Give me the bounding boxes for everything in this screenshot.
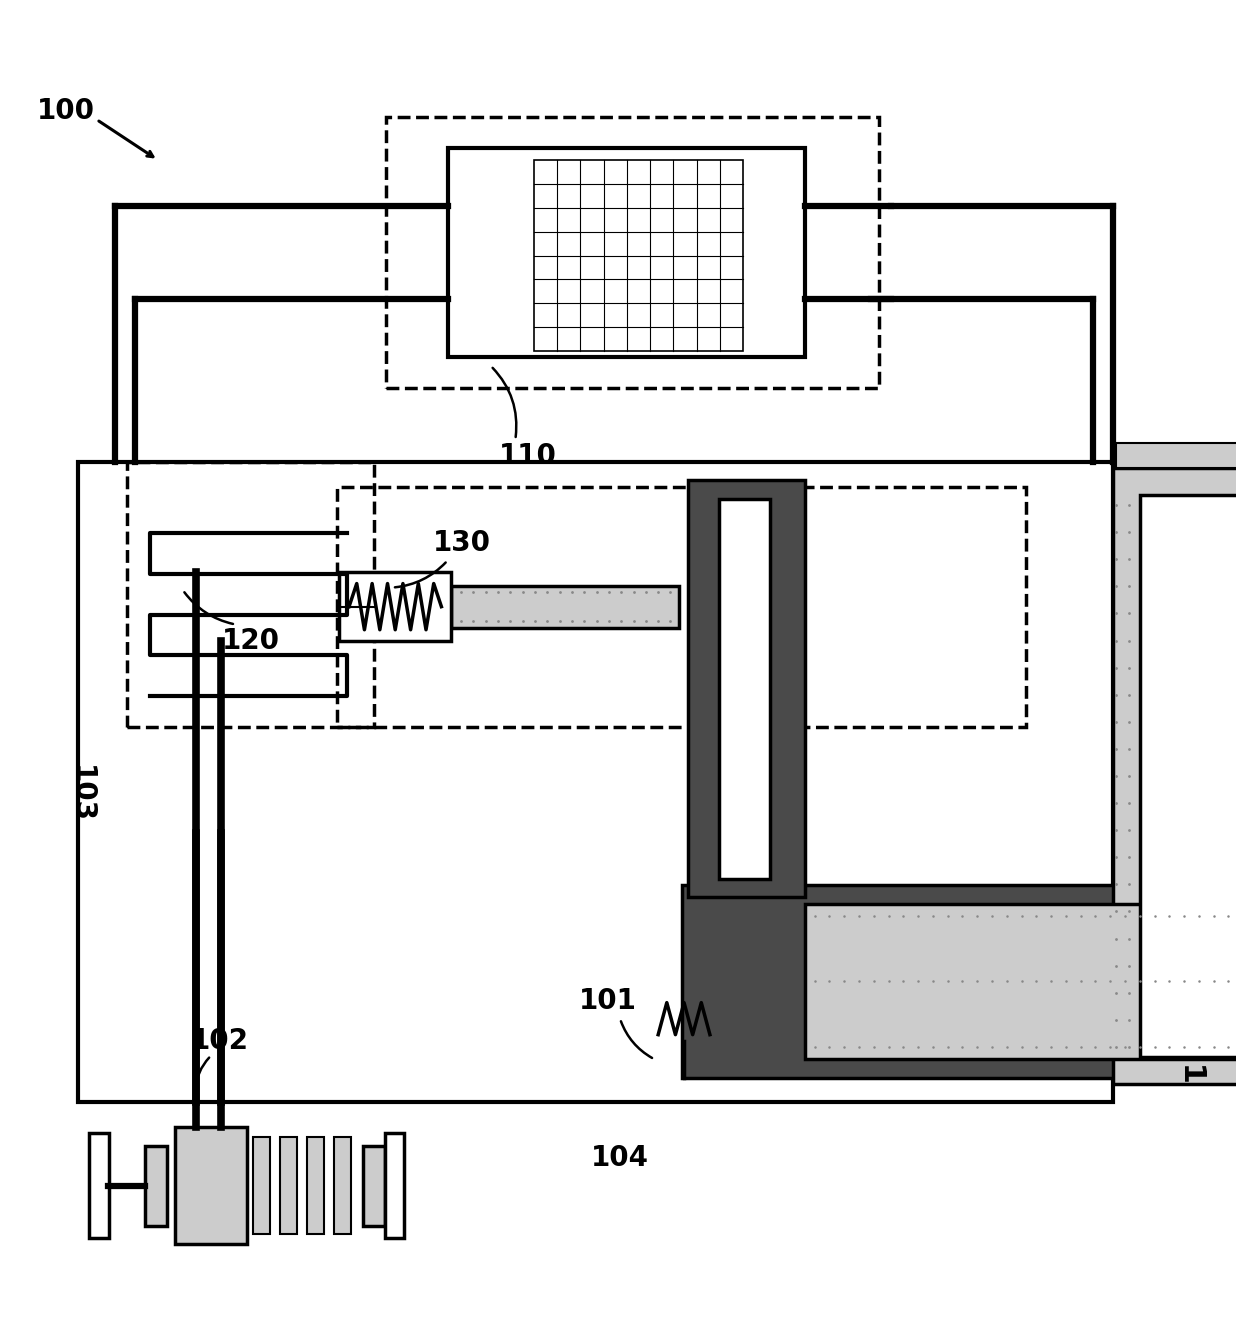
Bar — [533, 161, 743, 351]
Text: 104: 104 — [591, 1144, 649, 1172]
Bar — [448, 148, 805, 357]
Bar — [1140, 496, 1240, 1057]
Bar — [362, 1145, 384, 1226]
Text: 101: 101 — [579, 987, 636, 1015]
Bar — [718, 500, 770, 879]
Bar — [308, 1137, 325, 1234]
Bar — [682, 886, 1236, 1078]
Bar — [175, 1127, 247, 1244]
Text: FIGURE 1: FIGURE 1 — [1178, 925, 1208, 1083]
Bar — [335, 1137, 351, 1234]
Text: 110: 110 — [498, 442, 557, 469]
Text: 102: 102 — [191, 1027, 249, 1054]
Text: 100: 100 — [37, 98, 94, 125]
Bar — [280, 1137, 298, 1234]
Bar — [805, 904, 1236, 1060]
Bar — [386, 117, 879, 387]
Bar — [1112, 468, 1240, 1083]
Bar — [78, 461, 1112, 1102]
Text: 103: 103 — [67, 766, 94, 824]
Bar — [253, 1137, 270, 1234]
Bar — [1116, 443, 1240, 468]
Bar — [89, 1133, 109, 1238]
Bar — [384, 1133, 404, 1238]
Bar — [340, 572, 451, 641]
Bar — [128, 461, 373, 726]
Bar — [337, 486, 1027, 726]
Bar — [688, 480, 805, 898]
Bar — [145, 1145, 166, 1226]
Text: 120: 120 — [222, 626, 279, 655]
Bar — [451, 585, 680, 627]
Text: 130: 130 — [433, 530, 491, 558]
